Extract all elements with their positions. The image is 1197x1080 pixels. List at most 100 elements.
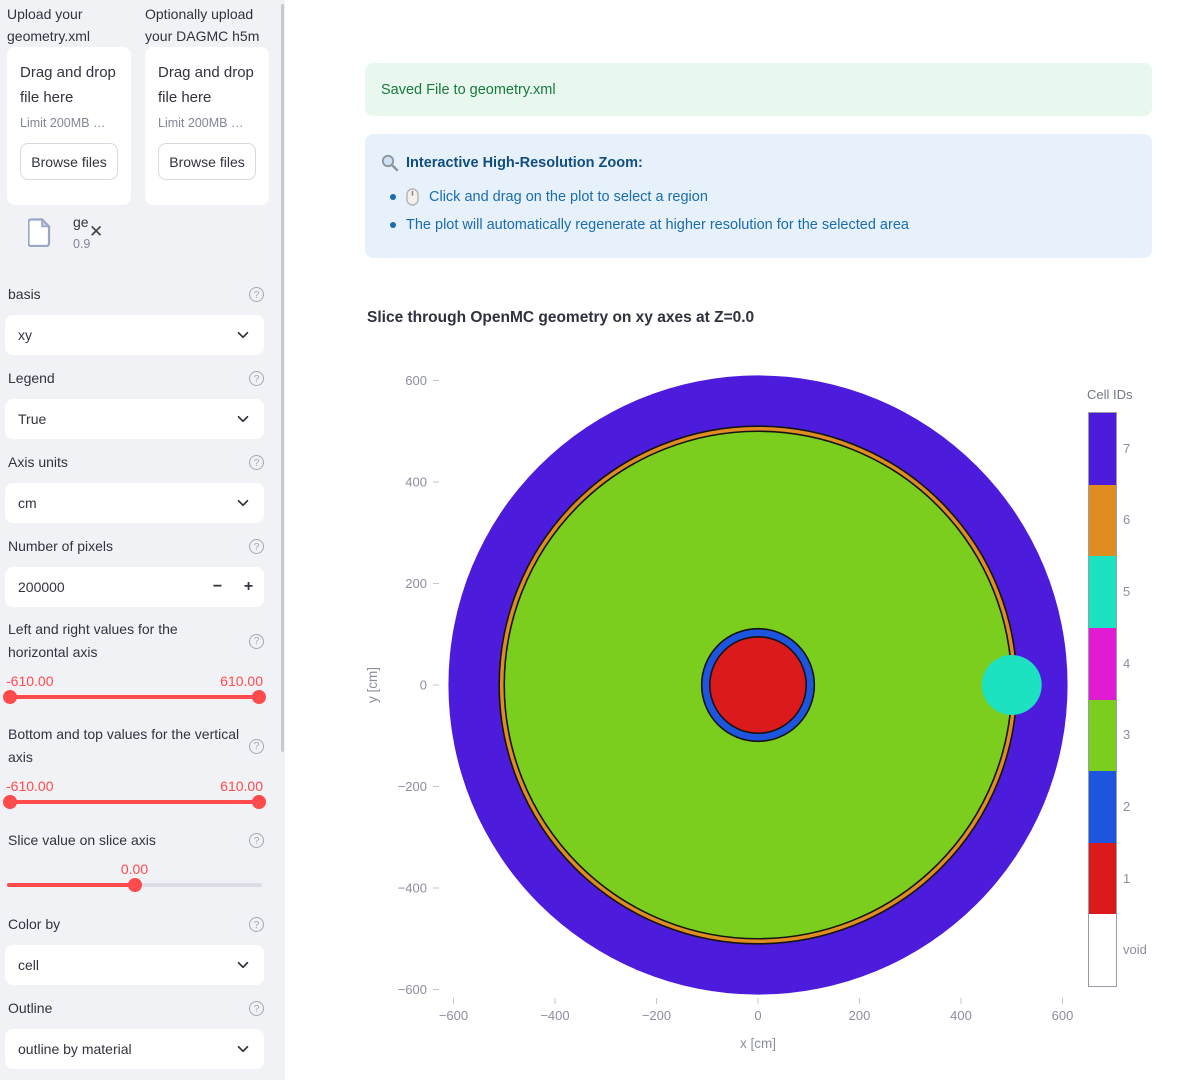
x-tick-label: −600 [439, 1008, 468, 1023]
chart-title: Slice through OpenMC geometry on xy axes… [367, 309, 755, 326]
number-of-pixels-label: Number of pixels [8, 538, 114, 554]
y-axis-title: y [cm] [365, 667, 380, 703]
x-tick-label: 400 [950, 1008, 972, 1023]
browse-files-button[interactable]: Browse files [158, 143, 256, 180]
number-of-pixels-value: 200000 [18, 579, 65, 595]
limit-text: Limit 200MB … [158, 116, 244, 130]
increment-button[interactable]: + [243, 578, 254, 595]
color-by-select[interactable]: cell [5, 945, 264, 985]
magnifier-icon [381, 154, 399, 172]
help-icon[interactable]: ? [249, 833, 264, 848]
colorbar-segment-6 [1089, 484, 1116, 557]
decrement-button[interactable]: − [212, 578, 223, 595]
chevron-down-icon [237, 1045, 249, 1053]
x-axis-title: x [cm] [740, 1036, 776, 1051]
axis-units-select[interactable]: cm [5, 483, 264, 523]
horizontal-axis-min-value: -610.00 [6, 673, 54, 689]
colorbar-title: Cell IDs [1087, 387, 1133, 402]
chevron-down-icon [237, 499, 249, 507]
geometry-slice-plot[interactable]: −600 −400 −200 0 200 400 600 600 400 200 0 −200 −400… [360, 340, 1080, 1060]
info-alert: Interactive High-Resolution Zoom: Click … [365, 134, 1152, 258]
legend-select[interactable]: True [5, 399, 264, 439]
help-icon[interactable]: ? [249, 738, 264, 754]
y-tick-label: 600 [405, 373, 427, 388]
basis-select[interactable]: xy [5, 315, 264, 355]
help-icon[interactable]: ? [249, 1001, 264, 1016]
legend-label: Legend [8, 370, 55, 386]
y-tick-label: 400 [405, 475, 427, 490]
drop-text: Drag and drop file here [158, 64, 254, 106]
file-icon [28, 218, 51, 247]
colorbar-segment-7 [1089, 413, 1116, 485]
horizontal-axis-slider[interactable] [3, 690, 266, 704]
x-tick-label: 200 [849, 1008, 871, 1023]
x-tick-label: −200 [642, 1008, 671, 1023]
axis-units-label: Axis units [8, 454, 68, 470]
uploader-dagmc-label: Optionally upload your DAGMC h5m [145, 6, 260, 44]
color-by-value: cell [18, 957, 40, 973]
colorbar-segment-3 [1089, 699, 1116, 772]
slider-thumb[interactable] [127, 878, 142, 892]
colorbar-label-5: 5 [1123, 584, 1131, 600]
basis-label: basis [8, 286, 41, 302]
y-tick-label: 0 [420, 678, 427, 693]
slider-thumb-left[interactable] [3, 795, 17, 809]
help-icon[interactable]: ? [249, 539, 264, 554]
slider-thumb-left[interactable] [3, 690, 17, 704]
colorbar-label-4: 4 [1123, 655, 1131, 671]
number-of-pixels-input[interactable]: 200000 − + [5, 567, 264, 607]
remove-file-icon[interactable]: ✕ [89, 222, 104, 241]
vertical-axis-label: Bottom and top values for the vertical a… [8, 726, 240, 765]
slider-thumb-right[interactable] [252, 690, 266, 704]
y-tick-label: −400 [398, 881, 427, 896]
x-tick-label: −400 [540, 1008, 569, 1023]
slice-value-label: Slice value on slice axis [8, 832, 156, 848]
colorbar-label-1: 1 [1123, 870, 1131, 886]
info-heading: Interactive High-Resolution Zoom: [406, 155, 643, 171]
geometry-dropzone[interactable]: Drag and drop file here Limit 200MB … Br… [7, 47, 131, 205]
colorbar-segment-1 [1089, 842, 1116, 915]
help-icon[interactable]: ? [249, 917, 264, 932]
region-cell-5-small-sphere[interactable] [981, 655, 1042, 715]
info-bullet-2: The plot will automatically regenerate a… [381, 217, 1136, 233]
slice-value-current: 0.00 [120, 861, 149, 877]
y-tick-label: 200 [405, 576, 427, 591]
dagmc-dropzone[interactable]: Drag and drop file here Limit 200MB … Br… [145, 47, 269, 205]
slider-thumb-right[interactable] [252, 795, 266, 809]
colorbar-label-2: 2 [1123, 798, 1131, 814]
bullet-icon [390, 194, 396, 200]
chevron-down-icon [237, 961, 249, 969]
outline-value: outline by material [18, 1041, 132, 1057]
uploader-geometry-label: Upload your geometry.xml [7, 6, 90, 44]
y-tick-label: −200 [398, 779, 427, 794]
browse-files-button[interactable]: Browse files [20, 143, 118, 180]
chevron-down-icon [237, 415, 249, 423]
help-icon[interactable]: ? [249, 371, 264, 386]
info-bullet-1: Click and drag on the plot to select a r… [381, 188, 1136, 206]
vertical-axis-max-value: 610.00 [220, 778, 263, 794]
sidebar: Upload your geometry.xml Optionally uplo… [0, 0, 285, 1080]
slice-value-slider[interactable] [7, 878, 262, 892]
y-tick-label: −600 [398, 982, 427, 997]
legend-value: True [18, 411, 47, 427]
sidebar-scrollbar[interactable] [281, 4, 284, 752]
vertical-axis-min-value: -610.00 [6, 778, 54, 794]
colorbar-label-7: 7 [1123, 440, 1131, 456]
help-icon[interactable]: ? [249, 287, 264, 302]
help-icon[interactable]: ? [249, 455, 264, 470]
outline-label: Outline [8, 1000, 53, 1016]
region-cell-1-center-sphere[interactable] [708, 635, 808, 735]
vertical-axis-slider[interactable] [3, 795, 266, 809]
axis-units-value: cm [18, 495, 37, 511]
colorbar-bar [1088, 412, 1117, 987]
horizontal-axis-label: Left and right values for the horizontal… [8, 621, 178, 660]
colorbar: Cell IDs 7 6 5 4 3 2 1 void [1087, 387, 1167, 987]
help-icon[interactable]: ? [249, 633, 264, 649]
colorbar-segment-void [1089, 914, 1116, 986]
basis-value: xy [18, 327, 32, 343]
bullet-icon [390, 222, 396, 228]
limit-text: Limit 200MB … [20, 116, 106, 130]
outline-select[interactable]: outline by material [5, 1029, 264, 1069]
drop-text: Drag and drop file here [20, 64, 116, 106]
